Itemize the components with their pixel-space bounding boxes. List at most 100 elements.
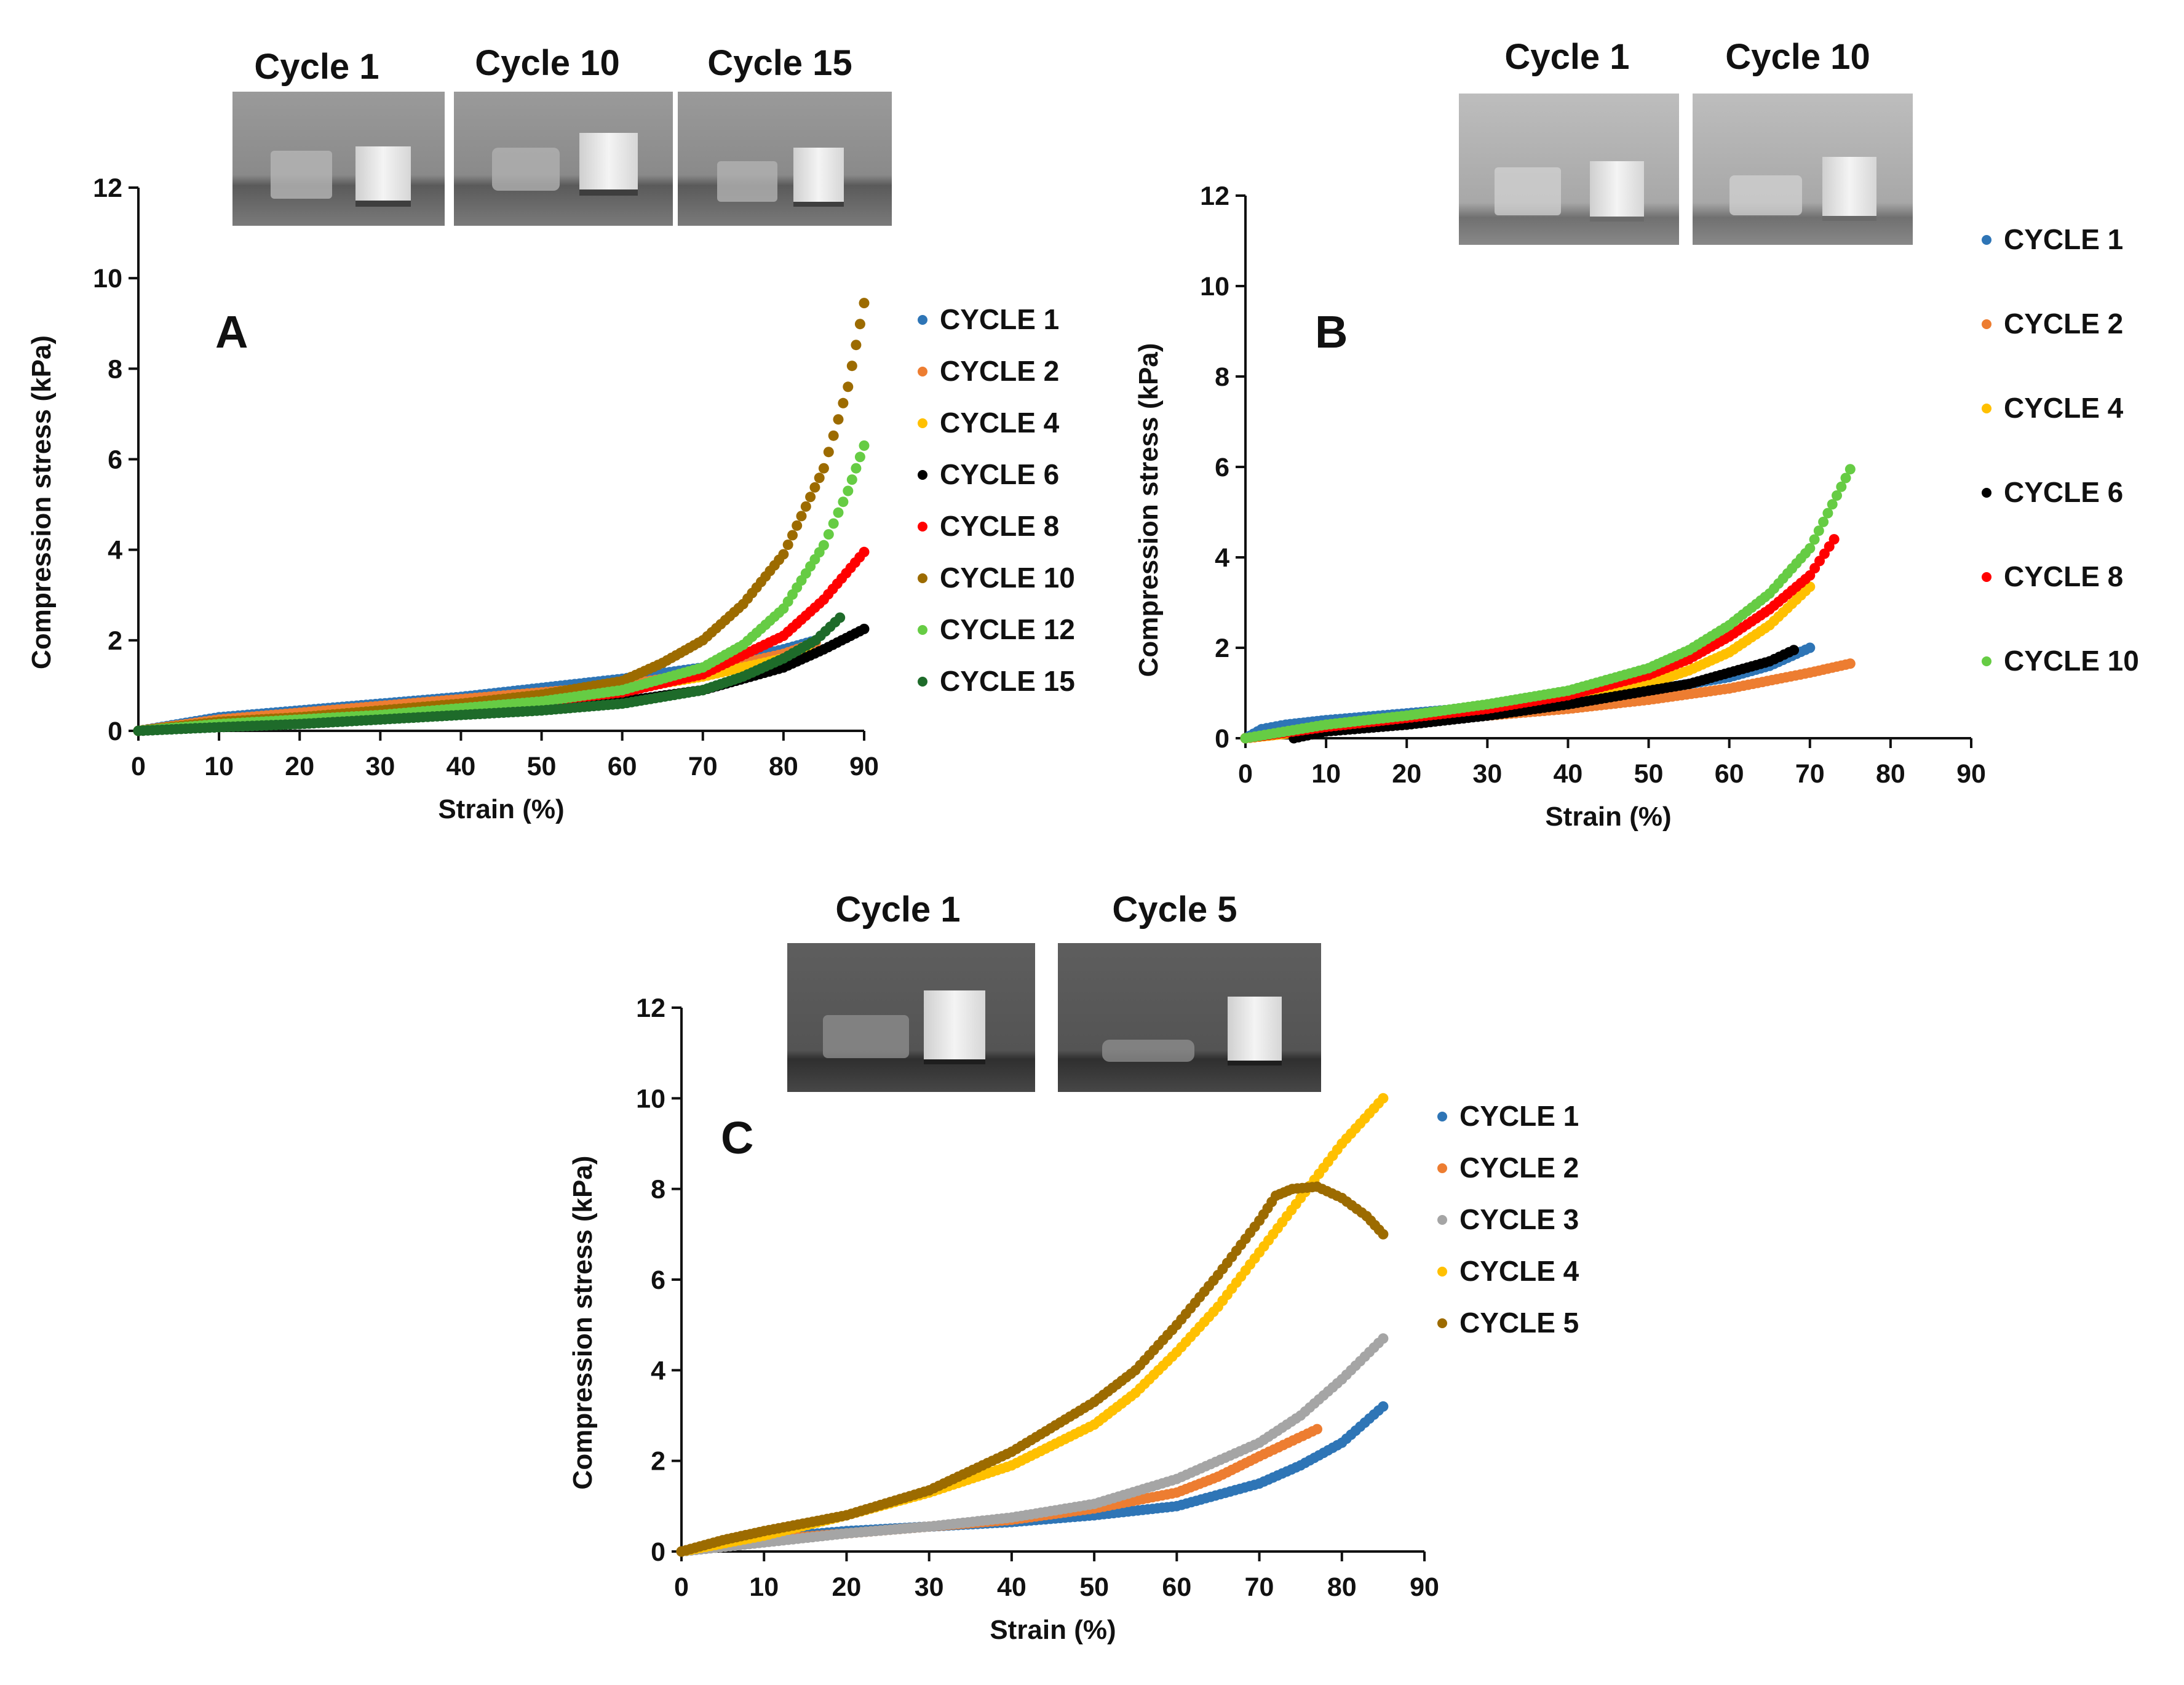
data-point bbox=[809, 482, 820, 493]
legend-label: CYCLE 2 bbox=[1459, 1152, 1579, 1184]
legend-marker bbox=[918, 315, 927, 325]
data-point bbox=[796, 511, 807, 522]
y-tick-label: 6 bbox=[1215, 453, 1229, 482]
x-tick-label: 80 bbox=[1327, 1572, 1357, 1602]
y-tick-label: 4 bbox=[108, 536, 122, 565]
x-tick-label: 40 bbox=[997, 1572, 1026, 1602]
photo-label-b2: Cycle 10 bbox=[1725, 37, 1870, 77]
legend-label: CYCLE 4 bbox=[2004, 392, 2124, 424]
data-point bbox=[1378, 1333, 1389, 1344]
legend-label: CYCLE 1 bbox=[2004, 223, 2123, 255]
legend-marker bbox=[918, 470, 927, 480]
y-axis-title: Compression stress (kPa) bbox=[568, 1156, 598, 1490]
y-tick-label: 2 bbox=[651, 1447, 665, 1476]
panel-letter-a: A bbox=[215, 306, 248, 357]
legend-marker bbox=[1982, 404, 1991, 413]
panel-c: Cycle 1 Cycle 5 C 0 2 4 6 8 10 12 0 10 20 30 40 50 60… bbox=[568, 890, 1579, 1645]
legend-marker bbox=[1982, 656, 1991, 666]
x-tick-label: 90 bbox=[1956, 759, 1986, 789]
data-point bbox=[1805, 642, 1816, 653]
data-point bbox=[1832, 490, 1842, 501]
data-point bbox=[814, 472, 825, 484]
legend-marker bbox=[918, 522, 927, 532]
data-point bbox=[1822, 508, 1833, 519]
legend-marker bbox=[918, 367, 927, 376]
data-point bbox=[1813, 525, 1824, 536]
data-point bbox=[843, 485, 854, 496]
legend-marker bbox=[918, 677, 927, 687]
photo-label-c1: Cycle 1 bbox=[835, 890, 960, 930]
data-point bbox=[792, 520, 803, 531]
y-tick-label: 8 bbox=[651, 1175, 665, 1205]
data-point bbox=[823, 529, 834, 540]
data-point bbox=[805, 492, 816, 503]
x-tick-label: 60 bbox=[1162, 1572, 1191, 1602]
data-point bbox=[1818, 516, 1829, 527]
y-tick-label: 0 bbox=[651, 1537, 665, 1567]
panel-letter-c: C bbox=[721, 1112, 753, 1163]
legend-label: CYCLE 6 bbox=[940, 458, 1059, 490]
y-tick-label: 8 bbox=[1215, 362, 1229, 392]
legend-marker bbox=[918, 418, 927, 428]
photo-c2 bbox=[1058, 943, 1321, 1092]
legend-marker bbox=[1437, 1267, 1447, 1277]
legend-label: CYCLE 8 bbox=[940, 510, 1059, 542]
y-tick-label: 0 bbox=[108, 717, 122, 746]
legend-label: CYCLE 5 bbox=[1459, 1307, 1579, 1339]
panel-b: Cycle 1 Cycle 10 B 0 2 4 6 8 10 12 0 10 20 30 40 50 6… bbox=[1134, 37, 2139, 832]
legend-marker bbox=[918, 573, 927, 583]
x-tick-label: 30 bbox=[365, 752, 395, 781]
photo-label-b1: Cycle 1 bbox=[1504, 37, 1629, 77]
data-point bbox=[828, 518, 839, 529]
data-point bbox=[1844, 464, 1856, 475]
legend-marker bbox=[1982, 235, 1991, 245]
chart-b: 0 2 4 6 8 10 12 0 10 20 30 40 50 60 70 80 90 Strain (%) Co… bbox=[1134, 181, 1986, 832]
x-tick-label: 10 bbox=[749, 1572, 779, 1602]
legend-label: CYCLE 4 bbox=[1459, 1255, 1579, 1287]
legend-marker bbox=[1437, 1112, 1447, 1121]
y-tick-label: 0 bbox=[1215, 724, 1229, 754]
legend-label: CYCLE 3 bbox=[1459, 1203, 1579, 1235]
series-cycle-5 bbox=[676, 1181, 1389, 1557]
y-axis-title: Compression stress (kPa) bbox=[1134, 343, 1164, 677]
data-point bbox=[818, 463, 829, 474]
x-tick-label: 90 bbox=[1410, 1572, 1439, 1602]
y-tick-label: 8 bbox=[108, 354, 122, 384]
data-point bbox=[835, 612, 846, 623]
data-point bbox=[859, 546, 870, 557]
data-point bbox=[823, 447, 834, 458]
x-tick-label: 0 bbox=[674, 1572, 689, 1602]
y-tick-label: 10 bbox=[93, 264, 122, 293]
data-point bbox=[1840, 472, 1851, 484]
data-point bbox=[843, 381, 854, 392]
data-point bbox=[1844, 658, 1856, 669]
data-point bbox=[1789, 645, 1800, 656]
data-point bbox=[1805, 581, 1816, 592]
data-point bbox=[1378, 1229, 1389, 1240]
y-tick-label: 6 bbox=[651, 1265, 665, 1295]
legend-marker bbox=[1982, 319, 1991, 329]
x-axis-title: Strain (%) bbox=[1545, 802, 1671, 832]
legend-label: CYCLE 15 bbox=[940, 665, 1075, 697]
y-tick-label: 2 bbox=[108, 626, 122, 656]
y-axis-title: Compression stress (kPa) bbox=[26, 335, 57, 669]
photo-label-c2: Cycle 5 bbox=[1112, 890, 1237, 930]
data-point bbox=[854, 452, 865, 463]
y-tick-label: 12 bbox=[93, 173, 122, 203]
legend-marker bbox=[1437, 1163, 1447, 1173]
data-point bbox=[1378, 1093, 1389, 1104]
x-tick-label: 10 bbox=[204, 752, 234, 781]
series-cycle-10 bbox=[1240, 464, 1856, 744]
y-tick-label: 10 bbox=[1200, 272, 1229, 301]
x-tick-label: 30 bbox=[915, 1572, 944, 1602]
legend-c: CYCLE 1 CYCLE 2 CYCLE 3 CYCLE 4 CYCLE 5 bbox=[1437, 1100, 1579, 1339]
legend-label: CYCLE 10 bbox=[940, 562, 1075, 594]
legend-marker bbox=[918, 625, 927, 635]
y-tick-label: 12 bbox=[636, 994, 665, 1023]
legend-label: CYCLE 4 bbox=[940, 407, 1060, 439]
photo-b1 bbox=[1459, 94, 1679, 245]
x-tick-label: 80 bbox=[769, 752, 798, 781]
x-axis-title: Strain (%) bbox=[990, 1615, 1116, 1645]
series-cycle-15 bbox=[133, 612, 846, 736]
legend-label: CYCLE 1 bbox=[1459, 1100, 1579, 1132]
